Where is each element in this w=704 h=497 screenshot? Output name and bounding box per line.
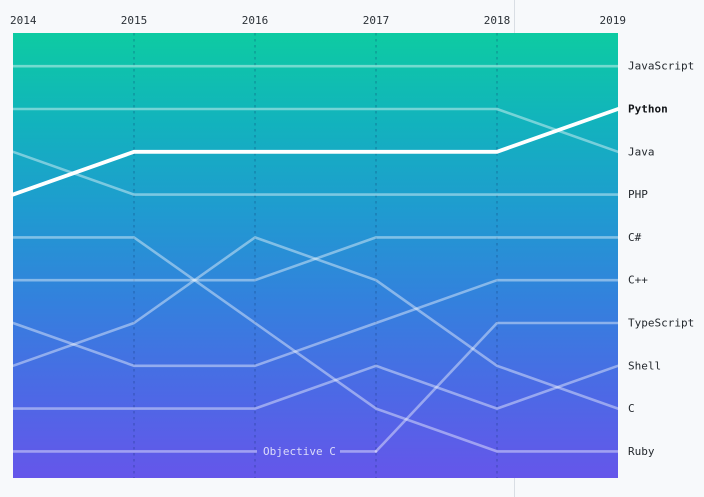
language-label-ruby: Ruby: [628, 445, 655, 458]
line-c-[interactable]: [11, 236, 620, 282]
language-label-java: Java: [628, 145, 655, 158]
year-label-2016: 2016: [242, 14, 269, 27]
language-label-javascript: JavaScript: [628, 60, 694, 73]
language-label-shell: Shell: [628, 359, 661, 372]
year-label-2015: 2015: [121, 14, 148, 27]
language-label-php: PHP: [628, 188, 648, 201]
language-label-c-: C#: [628, 231, 642, 244]
language-label-python: Python: [628, 103, 668, 116]
line-c-[interactable]: [11, 278, 620, 368]
line-typescript[interactable]: [374, 321, 620, 453]
language-label-c-: C++: [628, 274, 648, 287]
year-label-2014: 2014: [10, 14, 37, 27]
inline-label-objective-c: Objective C: [263, 445, 336, 458]
language-label-typescript: TypeScript: [628, 317, 694, 330]
line-php[interactable]: [11, 150, 620, 196]
year-label-2019: 2019: [600, 14, 627, 27]
line-shell[interactable]: [11, 364, 620, 410]
chart-background: [13, 33, 618, 478]
line-java[interactable]: [11, 107, 620, 154]
line-ruby[interactable]: [11, 236, 620, 453]
line-c[interactable]: [11, 236, 620, 410]
language-label-c: C: [628, 402, 635, 415]
year-label-2017: 2017: [363, 14, 390, 27]
year-label-2018: 2018: [484, 14, 511, 27]
line-python[interactable]: [11, 107, 620, 197]
inline-label-mask: [257, 443, 340, 460]
